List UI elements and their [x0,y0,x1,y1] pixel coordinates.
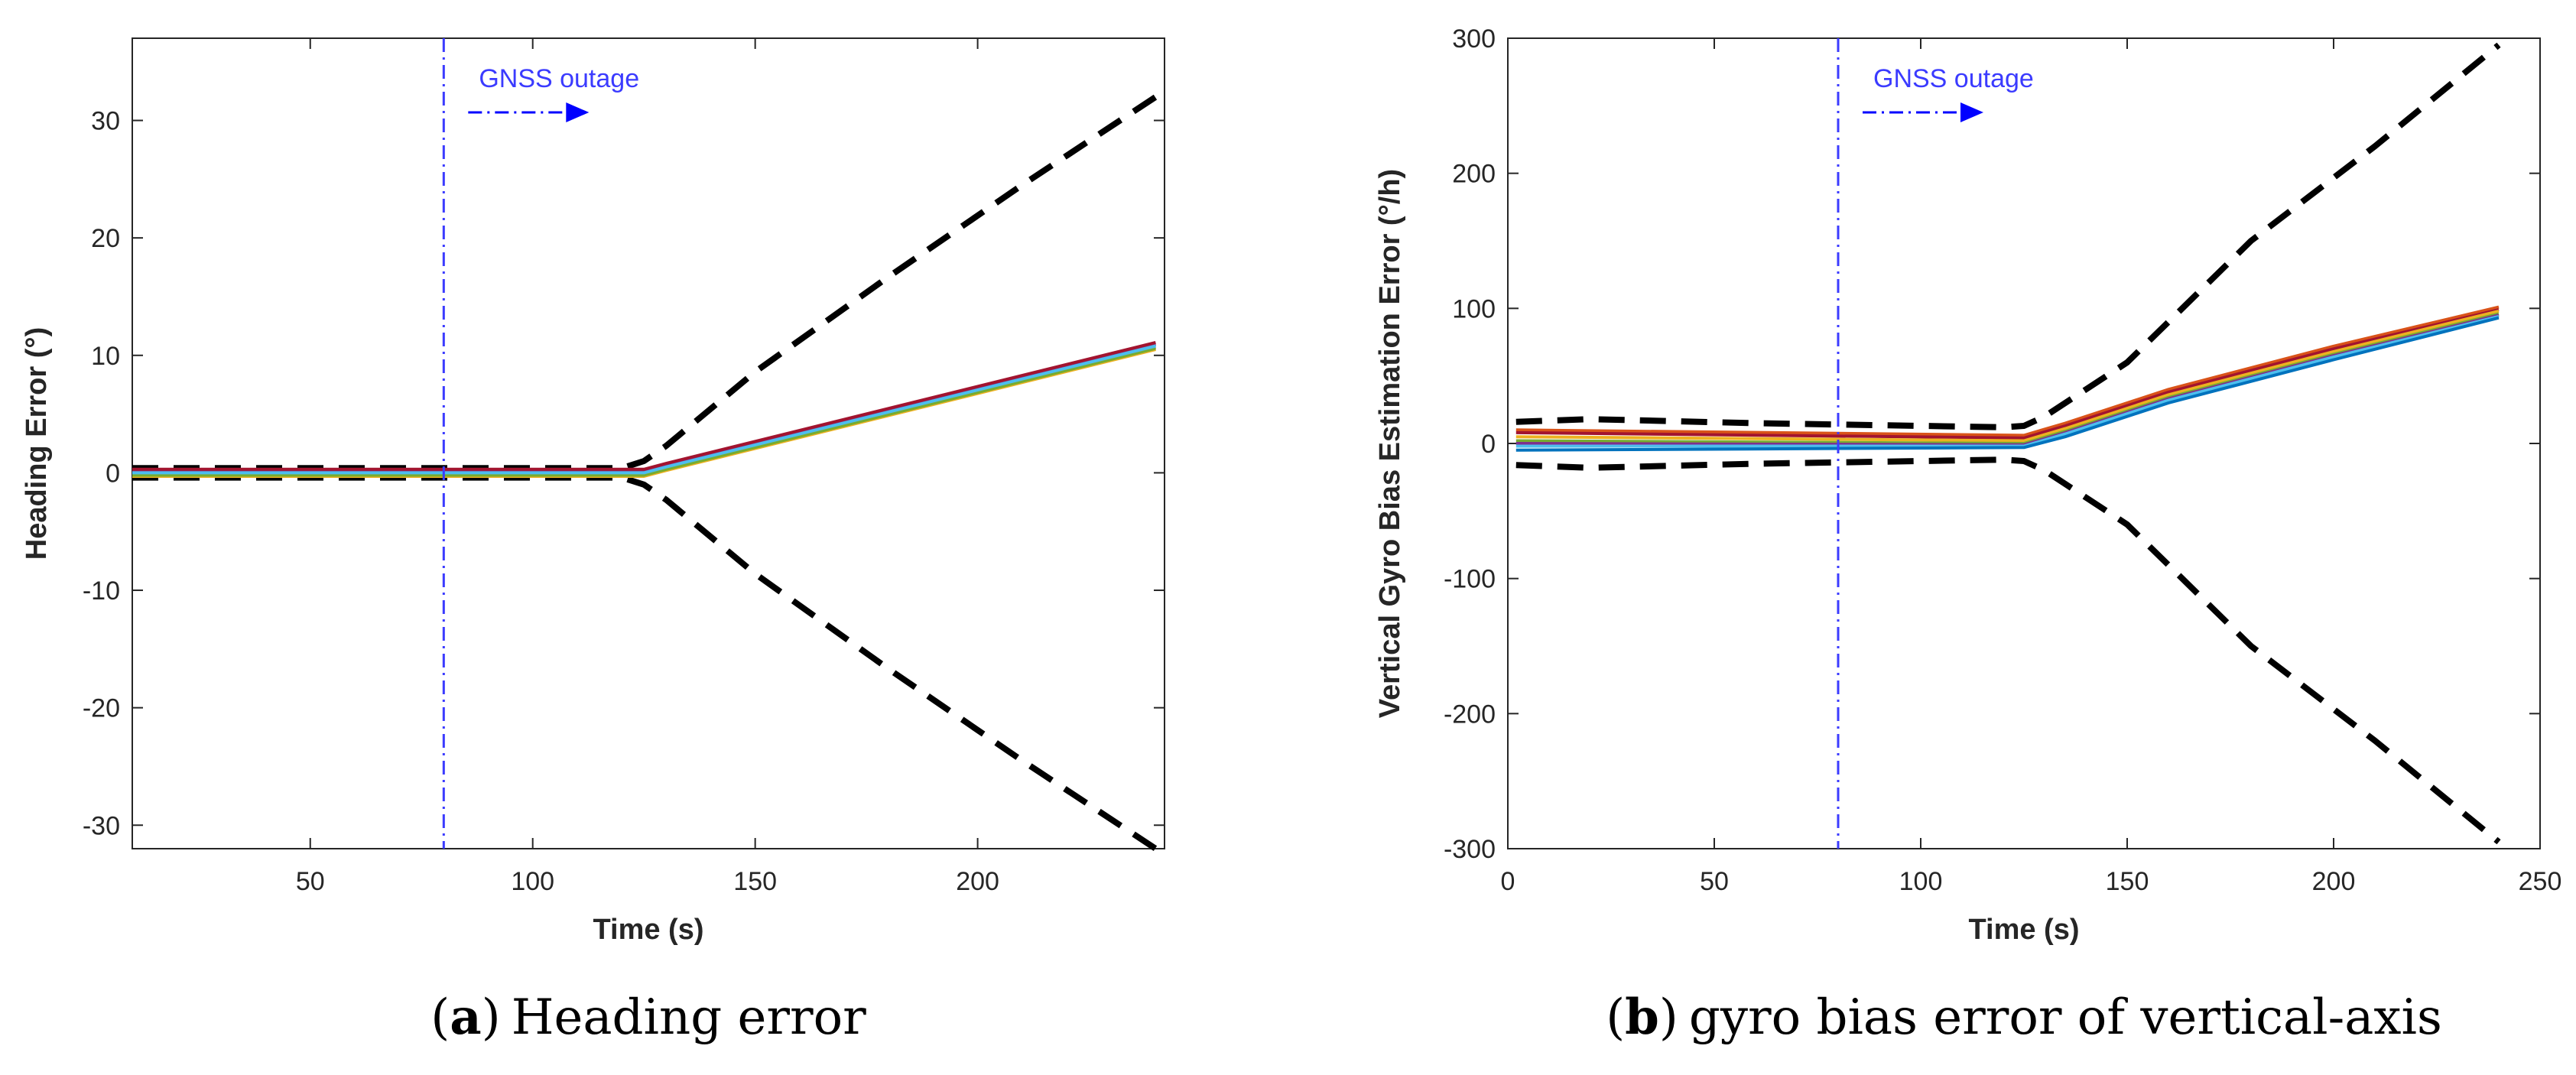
panel-b: 0 50 100 150 200 250 -300 -200 -100 0 100 200 300 GN… [1374,24,2561,1046]
panel-a-outage-label: GNSS outage [479,64,639,93]
x-tick-label: 50 [296,867,325,896]
panel-a-caption-paren-open: ( [430,989,450,1046]
panel-a-ticks: 50 100 150 200 -30 -20 -10 0 10 20 30 [83,38,1165,896]
panel-b-outage-arrow-head [1960,102,1983,122]
panel-b-caption-paren-open: ( [1606,989,1625,1046]
bound-lower-line [132,474,1158,852]
series-line-run-7 [1515,316,2500,452]
x-tick-label: 50 [1700,867,1729,896]
panel-b-caption: (b) gyro bias error of vertical-axis [1606,989,2442,1046]
panel-b-caption-text: gyro bias error of vertical-axis [1689,989,2442,1046]
x-tick-label: 200 [2312,867,2356,896]
panel-b-outage-label: GNSS outage [1873,64,2034,93]
panel-b-caption-letter: b [1625,989,1659,1046]
y-tick-label: 100 [1452,294,1496,323]
y-tick-label: -20 [83,694,120,723]
series-line-run-6 [132,344,1156,475]
y-tick-label: -200 [1444,700,1496,729]
y-tick-label: 30 [91,107,120,136]
panel-b-y-axis-label: Vertical Gyro Bias Estimation Error (°/h… [1374,169,1406,718]
y-tick-label: -10 [83,576,120,606]
panel-a-caption: (a) Heading error [430,989,866,1046]
series-line-run-5 [132,346,1156,477]
x-tick-label: 150 [733,867,777,896]
y-tick-label: -30 [83,811,120,840]
panel-b-caption-paren-close: ) [1659,989,1678,1046]
panel-a-bounds [132,94,1158,852]
y-tick-label: -100 [1444,565,1496,594]
x-tick-label: 250 [2519,867,2562,896]
x-tick-label: 200 [956,867,999,896]
panel-b-series [1515,305,2500,452]
panel-a-caption-letter: a [450,989,481,1046]
panel-b-x-axis-label: Time (s) [1968,914,2079,946]
x-tick-label: 100 [1899,867,1943,896]
panel-a-caption-paren-close: ) [482,989,501,1046]
panel-a-series [132,340,1156,478]
series-line-run-2 [1515,308,2500,440]
x-tick-label: 150 [2106,867,2149,896]
panel-b-bounds [1515,42,2501,845]
panel-a-outage-arrow-head [566,102,590,122]
y-tick-label: 10 [91,342,120,371]
panel-a-y-axis-label: Heading Error (°) [21,327,53,560]
x-tick-label: 0 [1501,867,1515,896]
y-tick-label: 200 [1452,160,1496,189]
panel-a-caption-text: Heading error [512,989,866,1046]
series-line-run-3 [1515,309,2500,443]
bound-upper-line [132,94,1158,472]
y-tick-label: -300 [1444,835,1496,864]
series-line-run-1 [1515,305,2500,437]
panel-a-plot-area [132,37,1165,849]
bound-lower-line [1515,456,2501,845]
bound-upper-line [1515,42,2501,430]
y-tick-label: 0 [106,459,120,488]
y-tick-label: 20 [91,224,120,253]
panel-a-x-axis-label: Time (s) [593,914,703,946]
series-line-run-7 [132,340,1156,471]
series-line-run-6 [1515,314,2500,448]
y-tick-label: 0 [1481,430,1496,459]
x-tick-label: 100 [511,867,554,896]
panel-b-ticks: 0 50 100 150 200 250 -300 -200 -100 0 100 200 300 [1444,24,2561,896]
y-tick-label: 300 [1452,24,1496,54]
